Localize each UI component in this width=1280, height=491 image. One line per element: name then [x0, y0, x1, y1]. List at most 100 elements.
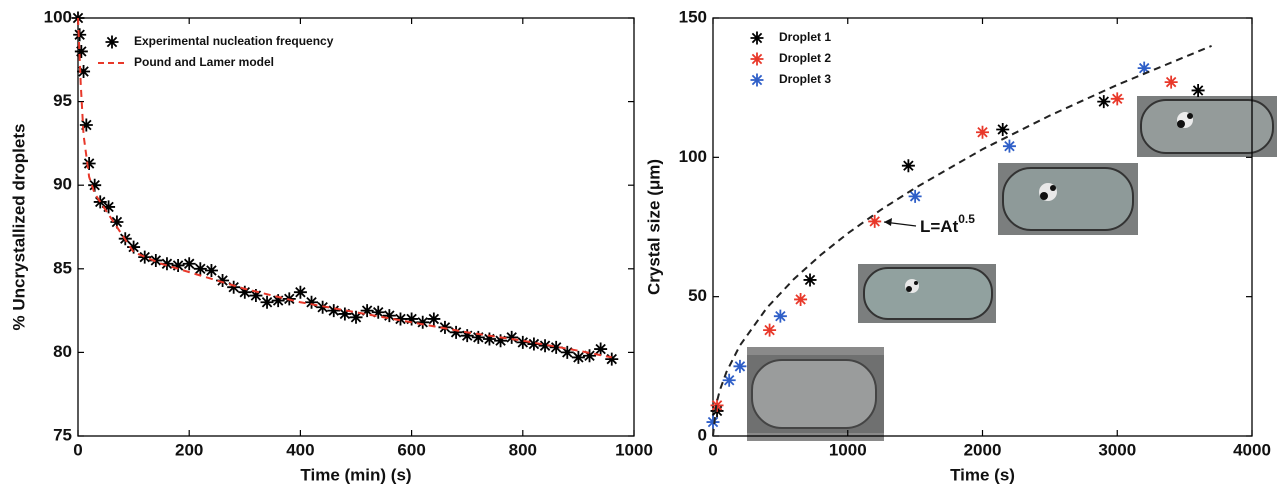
data-point: [722, 373, 736, 387]
data-point: [1110, 92, 1124, 106]
data-point: [293, 285, 307, 299]
data-point: [449, 325, 463, 339]
data-point: [393, 312, 407, 326]
data-point: [538, 339, 552, 353]
data-point: [127, 240, 141, 254]
data-point: [1164, 75, 1178, 89]
data-point: [88, 178, 102, 192]
data-point: [583, 349, 597, 363]
legend-label: Droplet 3: [779, 72, 831, 86]
data-point: [733, 359, 747, 373]
inset: [858, 264, 996, 323]
data-point: [182, 257, 196, 271]
inset: [998, 163, 1138, 235]
plot-frame: [77, 17, 635, 437]
data-point: [338, 307, 352, 321]
x-tick-label: 600: [397, 440, 425, 459]
legend-label: Droplet 2: [779, 51, 831, 65]
data-point: [1191, 83, 1205, 97]
data-point: [868, 214, 882, 228]
data-point: [82, 156, 96, 170]
data-point: [349, 310, 363, 324]
data-point: [803, 273, 817, 287]
x-tick-label: 4000: [1233, 440, 1271, 459]
data-point: [227, 280, 241, 294]
data-point: [482, 332, 496, 346]
legend-swatch: [105, 35, 119, 49]
x-tick-label: 0: [73, 440, 82, 459]
data-point: [74, 44, 88, 58]
legend-label: Droplet 1: [779, 30, 831, 44]
x-tick-label: 1000: [615, 440, 653, 459]
data-point: [976, 125, 989, 139]
data-point: [901, 159, 915, 173]
data-point: [382, 309, 396, 323]
annotation-text: L=At: [920, 217, 959, 236]
data-point: [93, 195, 107, 209]
data-point: [160, 257, 174, 271]
annotation-arrowhead: [884, 218, 892, 226]
y-tick-label: 100: [679, 147, 707, 166]
data-point: [1097, 95, 1111, 109]
data-point: [549, 340, 563, 354]
x-tick-label: 0: [708, 440, 717, 459]
chart: 0 200 400 600 800 1000 75 80 85 90 95 100 Time (min)…: [9, 7, 652, 484]
y-tick-label: 150: [679, 7, 707, 26]
data-point: [706, 415, 720, 429]
data-point: [249, 289, 263, 303]
legend-label: Experimental nucleation frequency: [134, 34, 334, 48]
inset: [1137, 96, 1277, 157]
data-point: [594, 342, 608, 356]
data-point: [516, 335, 530, 349]
data-point: [1137, 61, 1151, 75]
x-tick-label: 2000: [964, 440, 1002, 459]
plot-frame: [712, 17, 1253, 437]
data-point: [571, 350, 585, 364]
y-tick-label: 0: [698, 425, 707, 444]
y-tick-label: 95: [53, 91, 72, 110]
y-tick-label: 80: [53, 342, 72, 361]
y-axis-label: Crystal size (μm): [644, 159, 663, 295]
data-point: [996, 122, 1010, 136]
legend-label: Pound and Lamer model: [134, 55, 274, 69]
data-point: [605, 352, 619, 366]
legend-swatch: [750, 73, 764, 87]
data-point: [471, 330, 485, 344]
x-tick-label: 400: [286, 440, 314, 459]
inset: [747, 347, 884, 441]
data-point: [360, 304, 374, 318]
data-point: [171, 258, 185, 272]
data-point: [763, 323, 777, 337]
data-point: [216, 274, 230, 288]
data-point: [271, 294, 285, 308]
x-axis-label: Time (min) (s): [300, 465, 411, 484]
data-point: [794, 292, 808, 306]
data-point: [416, 315, 430, 329]
data-point: [560, 345, 574, 359]
x-tick-label: 3000: [1098, 440, 1136, 459]
legend-swatch: [750, 31, 764, 45]
data-point: [494, 334, 508, 348]
data-point: [79, 118, 93, 132]
legend-swatch: [750, 52, 764, 66]
data-point: [427, 312, 441, 326]
y-tick-label: 90: [53, 175, 72, 194]
annotation-superscript: 0.5: [958, 212, 975, 226]
data-point: [327, 304, 341, 318]
data-point: [204, 263, 218, 277]
data-point: [908, 189, 922, 203]
data-point: [77, 65, 91, 79]
x-axis-label: Time (s): [950, 465, 1015, 484]
y-tick-label: 100: [44, 7, 72, 26]
y-tick-label: 85: [53, 258, 72, 277]
x-tick-label: 200: [175, 440, 203, 459]
data-point: [1002, 139, 1016, 153]
data-point: [305, 295, 319, 309]
data-point: [773, 309, 787, 323]
data-point: [193, 262, 207, 276]
data-point: [260, 295, 274, 309]
y-tick-label: 50: [688, 286, 707, 305]
data-point: [138, 250, 152, 264]
y-tick-label: 75: [53, 425, 72, 444]
